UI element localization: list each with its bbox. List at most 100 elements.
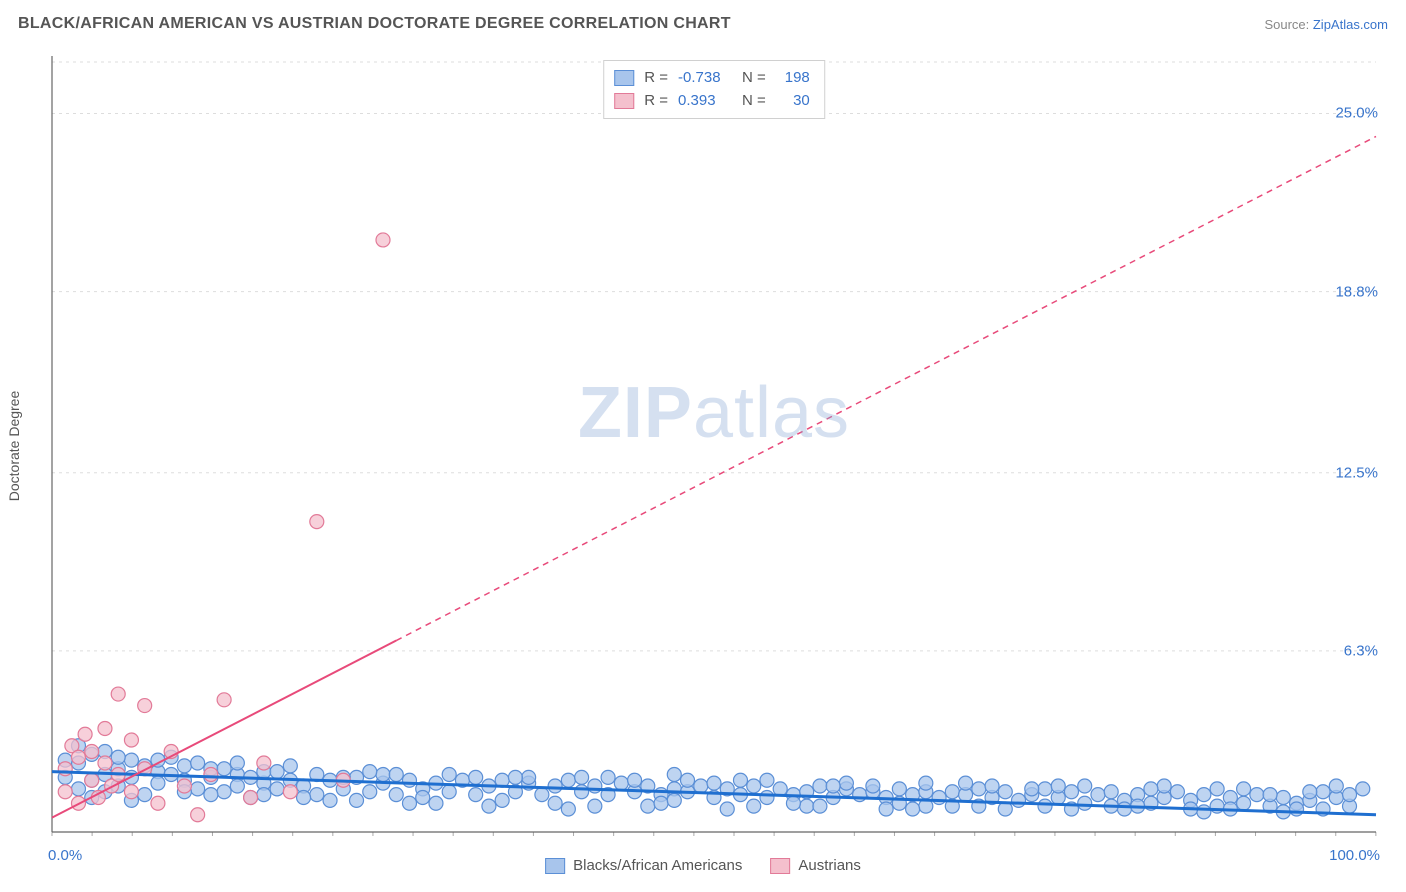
blacks-point: [548, 779, 562, 793]
austrians-point: [58, 785, 72, 799]
austrians-point: [177, 779, 191, 793]
austrians-point: [138, 699, 152, 713]
legend-label: Austrians: [798, 857, 861, 874]
source-attribution: Source: ZipAtlas.com: [1264, 17, 1388, 32]
blacks-point: [1117, 802, 1131, 816]
blacks-point: [402, 796, 416, 810]
blacks-point: [508, 770, 522, 784]
blacks-point: [177, 759, 191, 773]
austrians-point: [78, 727, 92, 741]
blacks-point: [1197, 788, 1211, 802]
blacks-point: [1316, 785, 1330, 799]
austrians-point: [124, 733, 138, 747]
blacks-point: [747, 779, 761, 793]
austrians-point: [98, 722, 112, 736]
blacks-point: [945, 785, 959, 799]
blacks-point: [71, 782, 85, 796]
blacks-point: [297, 791, 311, 805]
austrians-point: [151, 796, 165, 810]
blacks-point: [707, 776, 721, 790]
blacks-point: [350, 793, 364, 807]
y-tick-label: 12.5%: [1335, 464, 1382, 481]
blacks-point: [826, 779, 840, 793]
blacks-point: [469, 788, 483, 802]
legend-label: Blacks/African Americans: [573, 857, 742, 874]
stat-r-value: 0.393: [678, 90, 732, 113]
blacks-point: [111, 750, 125, 764]
legend-swatch: [545, 858, 565, 874]
austrians-point: [191, 808, 205, 822]
blacks-point: [1237, 796, 1251, 810]
y-tick-label: 18.8%: [1335, 283, 1382, 300]
blacks-point: [1025, 782, 1039, 796]
blacks-point: [985, 779, 999, 793]
blacks-point: [760, 773, 774, 787]
blacks-point: [1157, 779, 1171, 793]
austrians-point: [204, 768, 218, 782]
legend-stats-row: R =0.393N =30: [614, 90, 810, 113]
blacks-point: [270, 765, 284, 779]
blacks-point: [866, 779, 880, 793]
blacks-point: [495, 793, 509, 807]
chart-header: BLACK/AFRICAN AMERICAN VS AUSTRIAN DOCTO…: [0, 0, 1406, 48]
legend-bottom: Blacks/African Americans Austrians: [545, 857, 861, 874]
austrians-point: [111, 687, 125, 701]
blacks-point: [1012, 793, 1026, 807]
y-axis-label: Doctorate Degree: [6, 391, 22, 502]
blacks-point: [230, 756, 244, 770]
blacks-point: [1038, 799, 1052, 813]
blacks-point: [1290, 802, 1304, 816]
blacks-point: [1197, 805, 1211, 819]
blacks-point: [323, 793, 337, 807]
blacks-point: [932, 791, 946, 805]
blacks-point: [575, 785, 589, 799]
blacks-point: [482, 799, 496, 813]
blacks-point: [1038, 782, 1052, 796]
legend-stats-row: R =-0.738N =198: [614, 67, 810, 90]
scatter-plot: [48, 52, 1380, 836]
blacks-point: [402, 773, 416, 787]
blacks-point: [654, 796, 668, 810]
blacks-point: [972, 782, 986, 796]
blacks-point: [1144, 782, 1158, 796]
legend-item: Austrians: [770, 857, 861, 874]
blacks-point: [1263, 788, 1277, 802]
blacks-point: [681, 773, 695, 787]
blacks-point: [1329, 779, 1343, 793]
blacks-point: [535, 788, 549, 802]
blacks-point: [628, 773, 642, 787]
blacks-point: [1276, 791, 1290, 805]
blacks-point: [204, 788, 218, 802]
blacks-point: [376, 768, 390, 782]
blacks-point: [363, 765, 377, 779]
blacks-point: [879, 802, 893, 816]
blacks-point: [257, 788, 271, 802]
blacks-point: [416, 791, 430, 805]
chart-area: ZIPatlas R =-0.738N =198R =0.393N =30 6.…: [48, 52, 1380, 836]
austrians-point: [85, 773, 99, 787]
source-link[interactable]: ZipAtlas.com: [1313, 17, 1388, 32]
stat-r-value: -0.738: [678, 67, 732, 90]
blacks-point: [667, 768, 681, 782]
blacks-point: [522, 770, 536, 784]
blacks-point: [747, 799, 761, 813]
blacks-point: [442, 785, 456, 799]
blacks-point: [429, 796, 443, 810]
blacks-point: [217, 785, 231, 799]
blacks-point: [588, 799, 602, 813]
blacks-point: [217, 762, 231, 776]
austrians-point: [91, 791, 105, 805]
blacks-point: [138, 788, 152, 802]
blacks-point: [1078, 796, 1092, 810]
x-tick-label: 100.0%: [1329, 847, 1380, 864]
blacks-point: [813, 779, 827, 793]
austrians-point: [124, 785, 138, 799]
blacks-point: [614, 776, 628, 790]
blacks-point: [389, 768, 403, 782]
blacks-point: [1210, 782, 1224, 796]
blacks-point: [641, 799, 655, 813]
blacks-point: [270, 782, 284, 796]
blacks-point: [998, 785, 1012, 799]
blacks-point: [1104, 785, 1118, 799]
y-tick-label: 25.0%: [1335, 105, 1382, 122]
